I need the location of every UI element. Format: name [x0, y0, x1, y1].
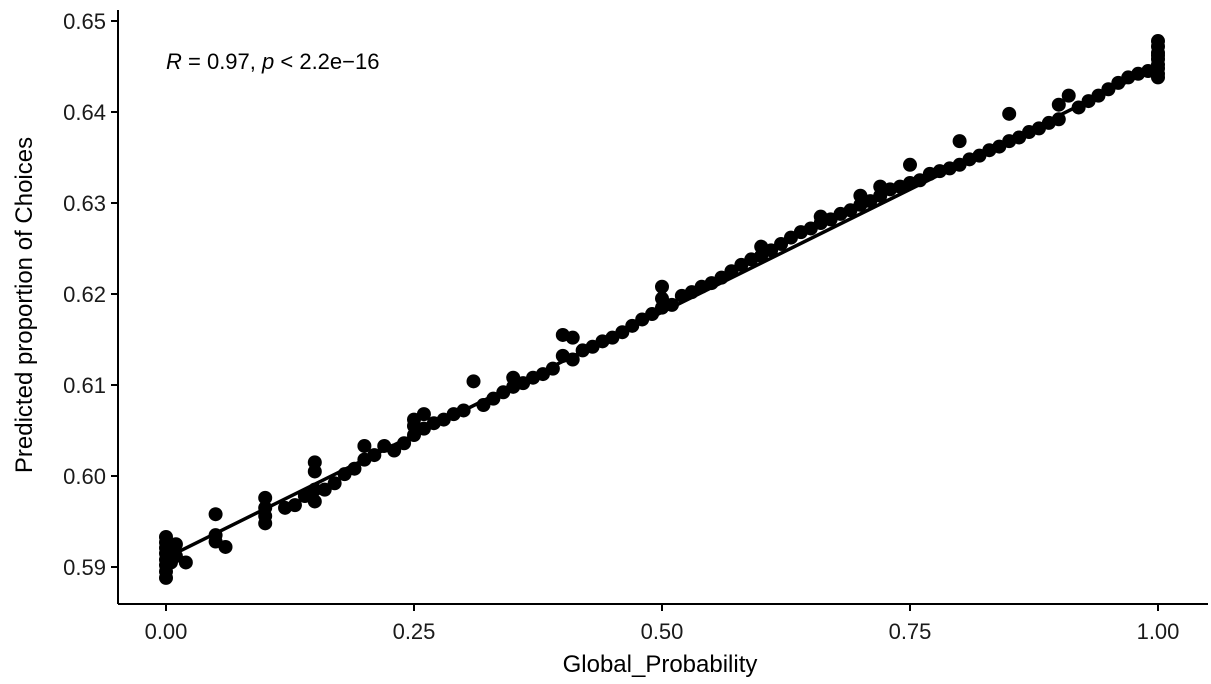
x-tick-label: 0.50 — [641, 619, 684, 644]
data-point — [357, 438, 372, 453]
data-point — [466, 374, 481, 389]
y-tick-label: 0.60 — [63, 464, 106, 489]
r-value: = 0.97, — [182, 49, 262, 74]
data-point — [208, 507, 223, 522]
points-layer — [159, 34, 1165, 585]
y-tick-label: 0.59 — [63, 555, 106, 580]
y-axis-ticks: 0.59 0.60 0.61 0.62 0.63 0.64 0.65 — [63, 9, 118, 580]
y-tick-label: 0.65 — [63, 9, 106, 34]
y-axis-title: Predicted proportion of Choices — [11, 137, 38, 473]
data-point — [307, 494, 322, 509]
x-tick-label: 0.00 — [145, 619, 188, 644]
y-tick-label: 0.62 — [63, 282, 106, 307]
data-point — [287, 498, 302, 513]
x-tick-label: 1.00 — [1137, 619, 1180, 644]
y-tick-label: 0.63 — [63, 191, 106, 216]
data-point — [565, 330, 580, 345]
x-axis-title: Global_Probability — [563, 651, 758, 678]
data-point — [655, 291, 669, 306]
x-tick-label: 0.25 — [393, 619, 436, 644]
data-point — [178, 555, 193, 570]
data-point — [307, 455, 322, 470]
y-tick-label: 0.61 — [63, 373, 106, 398]
data-point — [1051, 97, 1066, 112]
p-symbol: p — [261, 49, 274, 74]
p-value: < 2.2e−16 — [274, 49, 379, 74]
x-tick-label: 0.75 — [889, 619, 932, 644]
data-point — [655, 279, 669, 294]
data-point — [317, 482, 332, 497]
data-point — [952, 134, 967, 149]
data-point — [1151, 48, 1165, 63]
data-point — [1002, 106, 1017, 121]
data-point — [159, 529, 173, 544]
data-point — [1061, 88, 1076, 103]
x-axis-ticks: 0.00 0.25 0.50 0.75 1.00 — [145, 604, 1180, 644]
r-symbol: R — [166, 49, 182, 74]
data-point — [1151, 34, 1165, 49]
data-point — [903, 157, 917, 172]
correlation-annotation: R = 0.97, p < 2.2e−16 — [166, 49, 379, 74]
data-point — [218, 539, 233, 554]
data-point — [416, 407, 431, 422]
regression-line — [164, 64, 1160, 560]
y-tick-label: 0.64 — [63, 100, 106, 125]
data-point — [258, 490, 273, 505]
data-point — [327, 476, 342, 491]
data-point — [764, 243, 779, 258]
data-point — [774, 236, 789, 251]
data-point — [168, 537, 183, 552]
